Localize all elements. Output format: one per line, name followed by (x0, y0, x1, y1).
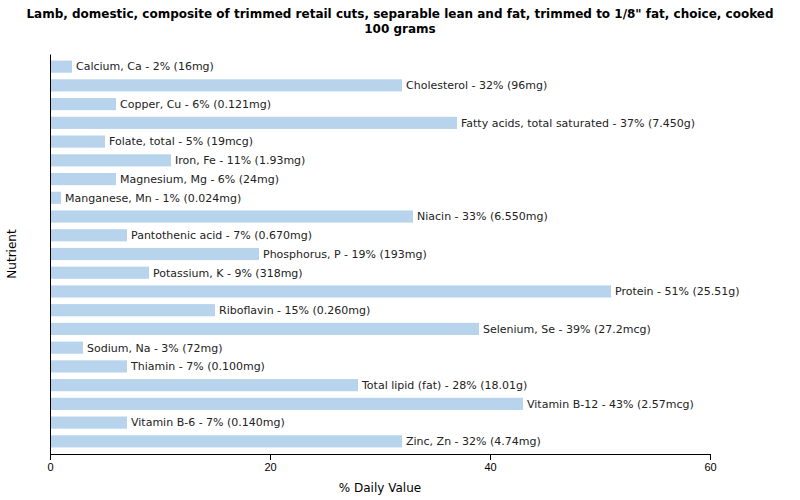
bar (50, 248, 259, 260)
x-axis-line (51, 455, 711, 461)
bar-label: Manganese, Mn - 1% (0.024mg) (65, 192, 241, 205)
x-tick-mark (710, 454, 711, 460)
x-tick-label: 40 (484, 461, 496, 473)
x-tick-label: 0 (47, 461, 53, 473)
bar-label: Iron, Fe - 11% (1.93mg) (175, 154, 305, 167)
bar-label: Protein - 51% (25.51g) (615, 285, 740, 298)
y-axis-line (50, 55, 51, 455)
y-axis (50, 55, 51, 455)
bar-label: Copper, Cu - 6% (0.121mg) (120, 98, 271, 111)
bar (50, 435, 402, 447)
x-tick-mark (490, 454, 491, 460)
bar (50, 323, 479, 335)
x-axis-title: % Daily Value (339, 481, 421, 495)
bar (50, 342, 83, 354)
bar-label: Zinc, Zn - 32% (4.74mg) (406, 435, 541, 448)
bar-label: Thiamin - 7% (0.100mg) (130, 360, 265, 373)
bar-label: Total lipid (fat) - 28% (18.01g) (361, 379, 527, 392)
bar (50, 210, 413, 222)
bar (50, 398, 523, 410)
bar-label: Niacin - 33% (6.550mg) (417, 210, 548, 223)
bar-label: Folate, total - 5% (19mcg) (109, 135, 253, 148)
title-line: 100 grams (364, 22, 435, 36)
bar (50, 360, 127, 372)
bar (50, 304, 215, 316)
bar-label: Sodium, Na - 3% (72mg) (87, 342, 223, 355)
bar (50, 61, 72, 73)
x-tick: 0 (47, 454, 53, 473)
x-tick: 60 (704, 454, 716, 473)
bar-label: Magnesium, Mg - 6% (24mg) (120, 173, 279, 186)
bar-label: Riboflavin - 15% (0.260mg) (219, 304, 370, 317)
bar-label: Pantothenic acid - 7% (0.670mg) (131, 229, 312, 242)
bar-label: Phosphorus, P - 19% (193mg) (263, 248, 427, 261)
x-tick-mark (270, 454, 271, 460)
bar-label: Vitamin B-6 - 7% (0.140mg) (131, 416, 285, 429)
bar-label: Selenium, Se - 39% (27.2mcg) (483, 323, 651, 336)
bar (50, 98, 116, 110)
bar (50, 154, 171, 166)
chart: 0 20 40 60 Calcium, Ca - 2% (16mg) Cholestero… (0, 0, 800, 500)
x-axis: 0 20 40 60 (47, 454, 716, 473)
bar-label: Fatty acids, total saturated - 37% (7.45… (461, 117, 695, 130)
bar-label: Calcium, Ca - 2% (16mg) (76, 60, 214, 73)
x-tick-label: 20 (264, 461, 276, 473)
bar (50, 135, 105, 147)
x-tick-label: 60 (704, 461, 716, 473)
y-axis-title: Nutrient (5, 229, 19, 279)
bar-label: Cholesterol - 32% (96mg) (406, 79, 547, 92)
bar (50, 417, 127, 429)
bar-labels: Calcium, Ca - 2% (16mg) Cholesterol - 32%… (65, 60, 740, 448)
bar (50, 117, 457, 129)
bar-label: Vitamin B-12 - 43% (2.57mcg) (527, 398, 694, 411)
x-tick: 20 (264, 454, 276, 473)
bar (50, 267, 149, 279)
bar (50, 173, 116, 185)
title: Lamb, domestic, composite of trimmed ret… (26, 7, 773, 36)
plot: 0 20 40 60 Calcium, Ca - 2% (16mg) Cholestero… (47, 55, 739, 473)
bar-label: Potassium, K - 9% (318mg) (153, 267, 303, 280)
bar (50, 79, 402, 91)
bar (50, 192, 61, 204)
title-line: Lamb, domestic, composite of trimmed ret… (26, 7, 773, 21)
bar (50, 379, 358, 391)
x-tick-mark (50, 454, 51, 460)
bar (50, 285, 611, 297)
x-tick: 40 (484, 454, 496, 473)
bar (50, 229, 127, 241)
